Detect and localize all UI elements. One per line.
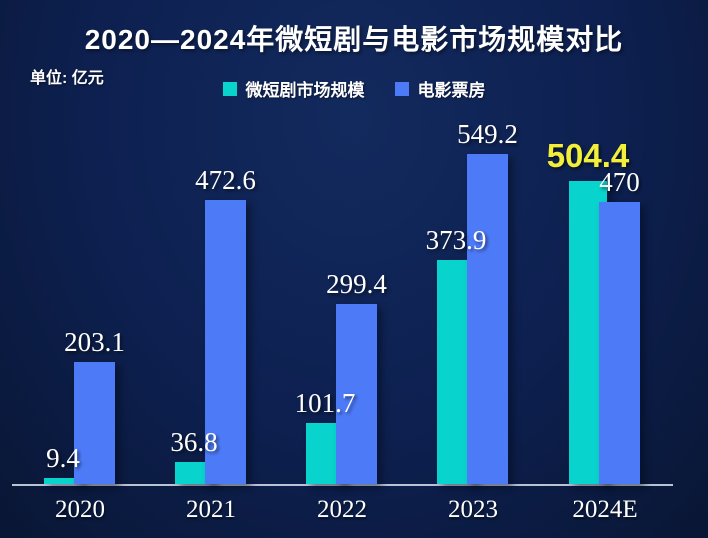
value-label-boxoffice-2023: 549.2 bbox=[457, 119, 518, 150]
bar-microdrama-2020 bbox=[44, 478, 82, 484]
value-label-boxoffice-2024E: 470 bbox=[599, 167, 640, 197]
x-axis-label-2024E: 2024E bbox=[572, 496, 638, 523]
bar-boxoffice-2022 bbox=[336, 304, 377, 484]
value-label-microdrama-2022: 101.7 bbox=[294, 387, 356, 418]
bar-boxoffice-2023 bbox=[467, 154, 508, 484]
x-axis-label-2022: 2022 bbox=[317, 496, 367, 523]
x-axis-label-2023: 2023 bbox=[448, 496, 498, 523]
legend: 微短剧市场规模 电影票房 bbox=[0, 76, 708, 101]
legend-label-microdrama: 微短剧市场规模 bbox=[245, 81, 365, 100]
x-axis-label-2021: 2021 bbox=[186, 496, 236, 523]
value-label-microdrama-2020: 9.4 bbox=[46, 443, 80, 474]
legend-swatch-boxoffice bbox=[394, 81, 409, 96]
bar-boxoffice-2020 bbox=[74, 362, 115, 484]
legend-swatch-microdrama bbox=[222, 81, 237, 96]
chart-title: 2020—2024年微短剧与电影市场规模对比 bbox=[84, 24, 624, 55]
bar-microdrama-2021 bbox=[175, 461, 213, 484]
x-axis-label-2020: 2020 bbox=[55, 496, 105, 523]
legend-item-microdrama: 微短剧市场规模 bbox=[222, 76, 365, 101]
bar-boxoffice-2021 bbox=[205, 200, 246, 484]
value-label-boxoffice-2022: 299.4 bbox=[326, 269, 387, 300]
value-label-microdrama-2021: 36.8 bbox=[170, 426, 218, 457]
value-label-microdrama-2024E: 504.4 bbox=[546, 137, 630, 175]
value-label-microdrama-2023: 373.9 bbox=[425, 224, 487, 255]
value-label-boxoffice-2021: 472.6 bbox=[195, 165, 256, 196]
x-axis-line bbox=[12, 484, 673, 486]
bar-boxoffice-2024E bbox=[599, 202, 640, 484]
legend-item-boxoffice: 电影票房 bbox=[394, 76, 486, 101]
unit-label: 单位: 亿元 bbox=[30, 70, 104, 87]
legend-label-boxoffice: 电影票房 bbox=[417, 81, 486, 100]
value-label-boxoffice-2020: 203.1 bbox=[64, 327, 125, 358]
